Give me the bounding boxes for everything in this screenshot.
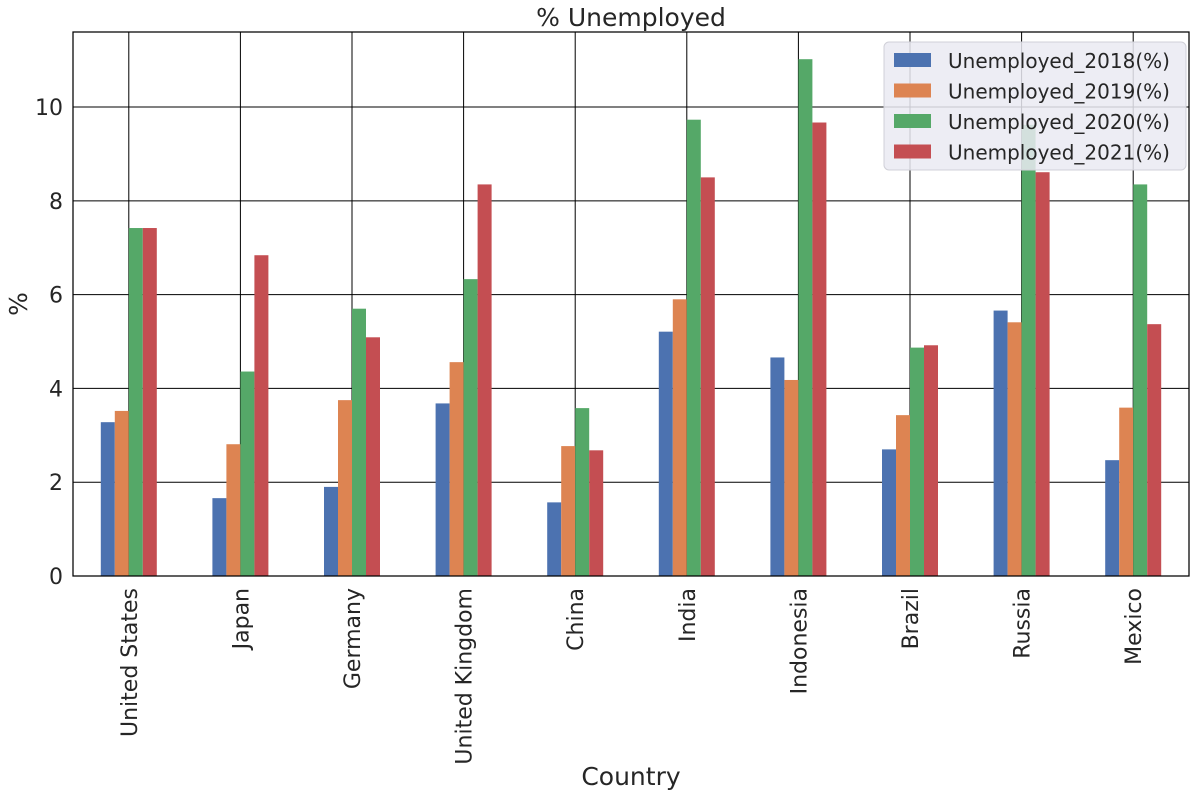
bar-germany-0 — [324, 486, 338, 576]
legend-box — [883, 41, 1187, 171]
legend-label: Unemployed_2021(%) — [948, 141, 1170, 165]
x-tick-label: Japan — [229, 588, 254, 651]
x-tick-label: Mexico — [1122, 588, 1147, 665]
bar-germany-1 — [338, 400, 352, 576]
bar-brazil-1 — [896, 415, 910, 576]
bar-china-0 — [547, 502, 562, 576]
bar-india-3 — [700, 177, 715, 576]
x-tick-label: United States — [118, 588, 143, 737]
bar-china-3 — [589, 450, 604, 576]
x-tick-label: United Kingdom — [453, 588, 478, 765]
bar-mexico-2 — [1133, 184, 1148, 576]
y-tick-label: 2 — [49, 471, 63, 496]
legend-swatch — [894, 83, 931, 98]
bar-mexico-0 — [1105, 460, 1120, 576]
x-tick-label: Germany — [341, 588, 366, 689]
y-ticks: 0 2 4 6 8 10 — [35, 96, 63, 590]
bar-mexico-1 — [1119, 407, 1134, 576]
bar-russia-3 — [1035, 172, 1050, 576]
legend-swatch — [894, 53, 931, 67]
bar-united-states-1 — [114, 410, 129, 576]
x-tick-label: Brazil — [899, 588, 924, 649]
bar-india-2 — [686, 119, 701, 577]
bar-japan-3 — [254, 255, 269, 576]
x-tick-label: China — [564, 588, 589, 651]
legend-label: Unemployed_2019(%) — [948, 80, 1170, 104]
legend-label: Unemployed_2018(%) — [948, 49, 1170, 73]
bar-united-kingdom-2 — [463, 279, 478, 576]
bar-brazil-0 — [882, 449, 896, 576]
bar-indonesia-2 — [798, 59, 813, 576]
x-ticks: United States Japan Germany United Kingdom C… — [118, 588, 1147, 765]
bar-japan-0 — [212, 498, 227, 576]
bars — [100, 59, 1162, 577]
legend-swatch — [894, 144, 931, 159]
bar-united-kingdom-0 — [435, 403, 450, 576]
x-tick-label: Russia — [1011, 588, 1036, 659]
bar-indonesia-1 — [784, 379, 799, 576]
bar-united-kingdom-1 — [449, 362, 464, 576]
bar-united-kingdom-3 — [477, 184, 492, 576]
legend-label: Unemployed_2020(%) — [948, 110, 1170, 134]
chart-title: % Unemployed — [536, 3, 726, 32]
bar-mexico-3 — [1147, 324, 1162, 576]
y-tick-label: 6 — [49, 284, 63, 309]
legend: Unemployed_2018(%) Unemployed_2019(%) Unem… — [883, 41, 1187, 171]
bar-russia-1 — [1007, 322, 1022, 576]
bar-indonesia-0 — [770, 357, 785, 576]
bar-brazil-2 — [910, 347, 924, 576]
bar-japan-1 — [226, 444, 241, 576]
x-tick-label: Indonesia — [787, 588, 812, 694]
bar-united-states-2 — [128, 228, 143, 576]
bar-russia-2 — [1021, 124, 1036, 577]
y-tick-label: 4 — [49, 377, 63, 402]
bar-russia-0 — [993, 310, 1008, 576]
bar-united-states-0 — [100, 422, 115, 576]
bar-germany-3 — [366, 337, 380, 576]
bar-china-1 — [561, 446, 576, 576]
bar-india-0 — [658, 331, 673, 576]
bar-brazil-3 — [924, 345, 938, 576]
bar-china-2 — [575, 408, 590, 576]
bar-india-1 — [672, 299, 687, 576]
y-axis-label: % — [4, 292, 33, 316]
y-tick-label: 10 — [35, 96, 63, 121]
x-axis-label: Country — [581, 762, 681, 791]
plot-frame — [72, 31, 1190, 577]
y-tick-label: 8 — [49, 190, 63, 215]
legend-swatch — [894, 114, 931, 128]
bar-japan-2 — [240, 371, 255, 576]
x-tick-label: India — [676, 588, 701, 642]
y-tick-label: 0 — [49, 565, 63, 590]
bar-germany-2 — [352, 308, 366, 576]
bar-united-states-3 — [142, 228, 157, 576]
bar-indonesia-3 — [812, 122, 827, 576]
